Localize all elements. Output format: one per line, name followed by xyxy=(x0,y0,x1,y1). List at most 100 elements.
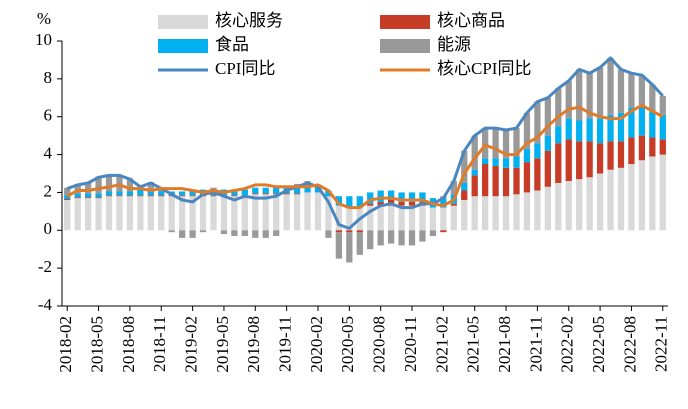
line xyxy=(66,56,664,230)
x-tick-label: 2021-11 xyxy=(526,316,545,372)
y-tick-label: 0 xyxy=(44,219,53,238)
bar xyxy=(638,75,646,106)
bar xyxy=(440,207,447,231)
bar xyxy=(628,137,635,165)
bar xyxy=(314,192,322,231)
bar xyxy=(565,118,572,140)
bar xyxy=(461,190,468,200)
bar xyxy=(471,169,478,176)
bar xyxy=(398,230,405,246)
bar xyxy=(596,67,604,119)
bar xyxy=(158,196,165,231)
bar xyxy=(137,189,144,196)
bar xyxy=(231,196,238,231)
bar xyxy=(555,126,562,144)
bar xyxy=(74,183,81,194)
bar xyxy=(450,205,457,231)
bar xyxy=(273,194,280,231)
x-tick-label: 2019-08 xyxy=(244,316,263,373)
line xyxy=(66,103,664,210)
bar xyxy=(377,201,384,206)
bar xyxy=(262,194,269,231)
bar xyxy=(252,194,259,231)
bar xyxy=(105,196,113,231)
x-tick-label: 2018-11 xyxy=(150,316,169,372)
bar xyxy=(179,191,186,196)
x-tick-label: 2022-08 xyxy=(620,316,639,373)
bar xyxy=(84,198,92,231)
bar xyxy=(659,95,666,115)
bar xyxy=(482,158,489,165)
bar xyxy=(179,195,186,197)
bar xyxy=(617,141,625,168)
bar xyxy=(64,195,71,200)
bar xyxy=(586,73,593,119)
legend-label: 食品 xyxy=(215,35,249,54)
x-tick-label: 2018-05 xyxy=(87,316,106,373)
bar xyxy=(147,195,154,197)
bar xyxy=(513,128,520,157)
bar xyxy=(147,196,154,231)
bar xyxy=(179,196,186,231)
x-tick-label: 2020-08 xyxy=(370,316,389,373)
bar xyxy=(95,197,102,199)
bar xyxy=(534,143,541,159)
bar xyxy=(565,139,572,182)
bar xyxy=(262,193,269,195)
bar xyxy=(116,191,123,196)
y-tick-label: 4 xyxy=(44,143,53,162)
y-tick-label: -2 xyxy=(38,257,52,276)
bar xyxy=(220,196,228,231)
y-tick-label: 2 xyxy=(44,181,53,200)
bar xyxy=(659,114,666,140)
bar xyxy=(419,230,426,242)
bar xyxy=(367,230,374,250)
bar xyxy=(116,195,123,197)
bar xyxy=(523,162,531,193)
bar xyxy=(544,135,551,151)
bar xyxy=(335,232,343,259)
bar xyxy=(116,196,123,231)
bar xyxy=(283,193,290,195)
y-tick-label: 10 xyxy=(35,30,52,49)
bar xyxy=(429,230,437,236)
bar xyxy=(64,200,71,231)
bar xyxy=(586,177,593,231)
bar xyxy=(555,182,562,231)
bar xyxy=(335,196,343,206)
bar xyxy=(356,232,363,255)
bar xyxy=(555,143,562,183)
bar xyxy=(304,186,311,193)
legend-label: 核心CPI同比 xyxy=(437,59,531,78)
bar xyxy=(189,196,196,231)
bar xyxy=(262,230,269,238)
x-tick-label: 2022-11 xyxy=(652,316,671,372)
x-tick-label: 2019-02 xyxy=(182,316,201,373)
bar xyxy=(649,156,656,231)
bar xyxy=(105,195,113,197)
bar xyxy=(649,137,656,157)
bar xyxy=(502,129,510,159)
bar xyxy=(576,120,583,142)
bar xyxy=(64,199,71,200)
x-tick-label: 2021-05 xyxy=(464,316,483,373)
bar xyxy=(273,187,280,194)
bar xyxy=(346,232,353,263)
bar xyxy=(398,205,405,231)
bar xyxy=(367,205,374,231)
bar xyxy=(387,205,395,231)
y-tick-label: 6 xyxy=(44,106,53,125)
bar xyxy=(659,154,666,231)
bar xyxy=(638,160,646,231)
legend-label: 能源 xyxy=(437,35,471,54)
bar xyxy=(367,203,374,206)
x-tick-label: 2021-02 xyxy=(432,316,451,373)
legend-swatch xyxy=(158,39,208,53)
bar xyxy=(335,230,343,233)
legend-swatch xyxy=(380,15,430,29)
bar xyxy=(461,150,468,183)
bar xyxy=(544,150,551,187)
bar xyxy=(377,230,384,246)
bar xyxy=(199,196,207,231)
bar xyxy=(408,230,416,246)
